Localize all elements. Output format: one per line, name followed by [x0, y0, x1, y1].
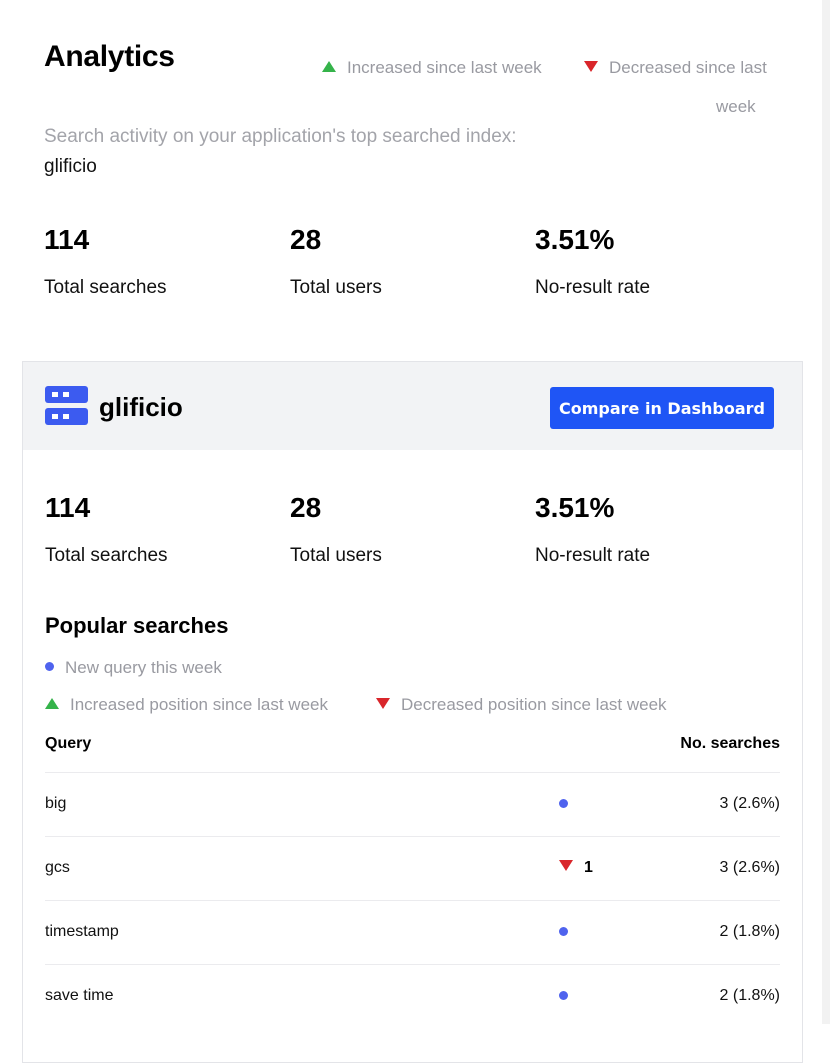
card-total-searches-value: 114: [45, 492, 91, 523]
page-subtitle: Search activity on your application's to…: [44, 126, 517, 147]
total-searches-label: Total searches: [44, 277, 167, 298]
triangle-up-icon: [322, 61, 336, 72]
index-card-header: glificio Compare in Dashboard: [23, 362, 802, 450]
card-total-searches-label: Total searches: [45, 545, 168, 566]
table-row: gcs 1 3 (2.6%): [45, 836, 780, 901]
triangle-up-icon: [45, 698, 59, 709]
legend-decreased-position: Decreased position since last week: [376, 695, 667, 715]
column-header-searches: No. searches: [680, 735, 780, 752]
query-text: save time: [45, 987, 114, 1004]
card-no-result-rate-value: 3.51%: [535, 492, 615, 523]
total-users-value: 28: [290, 224, 322, 255]
database-icon: [45, 386, 88, 425]
query-text: big: [45, 795, 67, 812]
search-count: 3 (2.6%): [719, 859, 780, 876]
triangle-down-icon: [376, 698, 390, 709]
compare-in-dashboard-button[interactable]: Compare in Dashboard: [550, 387, 774, 429]
no-result-rate-value: 3.51%: [535, 224, 615, 255]
legend-new-query: New query this week: [45, 658, 222, 678]
index-card-title: glificio: [99, 392, 183, 422]
scrollbar-track: [822, 0, 830, 1024]
column-header-query: Query: [45, 735, 92, 752]
table-row: big 3 (2.6%): [45, 772, 780, 837]
index-card: glificio Compare in Dashboard 114 Total …: [22, 361, 803, 1063]
query-text: gcs: [45, 859, 70, 876]
triangle-down-icon: [584, 61, 598, 72]
row-marker: 1: [559, 859, 593, 877]
new-query-dot-icon: [559, 927, 568, 936]
search-count: 2 (1.8%): [719, 923, 780, 940]
no-result-rate-label: No-result rate: [535, 277, 651, 298]
popular-searches-title: Popular searches: [45, 613, 229, 638]
card-total-users-label: Total users: [290, 545, 382, 566]
legend-decreased: Decreased since last: [584, 48, 767, 87]
row-marker: [559, 796, 568, 814]
search-count: 2 (1.8%): [719, 987, 780, 1004]
search-count: 3 (2.6%): [719, 795, 780, 812]
page-title: Analytics: [44, 40, 175, 73]
card-total-users-value: 28: [290, 492, 322, 523]
table-row: save time 2 (1.8%): [45, 964, 780, 1029]
top-index-name: glificio: [44, 156, 97, 177]
triangle-down-icon: [559, 860, 573, 871]
query-text: timestamp: [45, 923, 119, 940]
total-users-label: Total users: [290, 277, 382, 298]
row-marker: [559, 988, 568, 1006]
legend-decreased-wrap: week: [716, 97, 756, 116]
legend-increased-position: Increased position since last week: [45, 695, 328, 715]
table-row: timestamp 2 (1.8%): [45, 900, 780, 965]
position-change: 1: [584, 859, 593, 876]
card-no-result-rate-label: No-result rate: [535, 545, 651, 566]
new-query-dot-icon: [559, 799, 568, 808]
new-query-dot-icon: [45, 662, 54, 671]
new-query-dot-icon: [559, 991, 568, 1000]
total-searches-value: 114: [44, 224, 90, 255]
legend-increased: Increased since last week: [322, 48, 542, 87]
row-marker: [559, 924, 568, 942]
